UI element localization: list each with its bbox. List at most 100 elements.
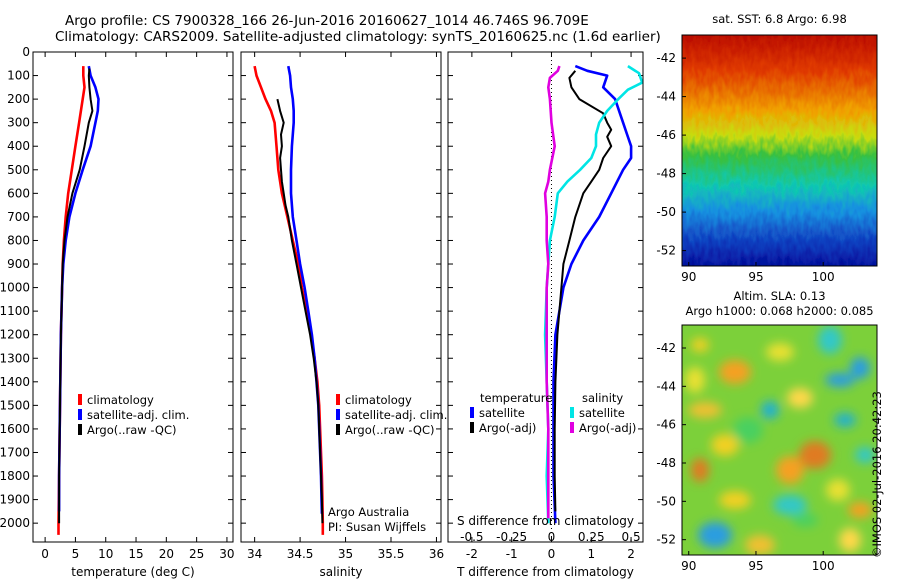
series-line-blue <box>552 64 633 524</box>
map-x-tick-label: 100 <box>812 270 835 284</box>
map-x-tick-label: 95 <box>748 270 763 284</box>
x-axis-label: T difference from climatology <box>456 565 634 579</box>
y-tick-label: 800 <box>7 233 30 247</box>
map-x-tick-label: 90 <box>681 270 696 284</box>
x-tick-label: 25 <box>189 547 204 561</box>
sla-blob <box>787 388 813 408</box>
legend-label: climatology <box>345 393 412 407</box>
x-tick-label: 35.5 <box>378 547 405 561</box>
map-x-tick-label: 95 <box>748 559 763 573</box>
legend-label: satellite <box>479 406 525 420</box>
legend-label: Argo(..raw -QC) <box>345 423 435 437</box>
x-tick-label-secondary: 0.25 <box>578 530 605 544</box>
x-tick-label-secondary: -0.5 <box>460 530 483 544</box>
sla-blob <box>839 528 861 552</box>
y-tick-label: 300 <box>7 116 30 130</box>
legend-swatch <box>470 422 474 433</box>
legend-swatch <box>470 407 474 418</box>
sla-blob <box>711 434 739 456</box>
y-tick-label: 900 <box>7 257 30 271</box>
x-tick-label: 30 <box>219 547 234 561</box>
sla-blob <box>773 495 807 515</box>
imos-stamp: ©IMOS 02-Jul-2016 20:42:23 <box>870 391 884 558</box>
legend-swatch <box>570 422 574 433</box>
legend-swatch <box>336 424 340 435</box>
plot-frame <box>32 51 234 543</box>
y-tick-label: 1700 <box>0 445 30 459</box>
sla-blob <box>826 479 850 501</box>
series-line-blue <box>287 65 324 514</box>
map-y-tick-label: -44 <box>656 379 676 393</box>
x-axis-label: temperature (deg C) <box>71 565 194 579</box>
sla-blob <box>776 456 804 484</box>
y-tick-label: 100 <box>7 69 30 83</box>
x-tick-label: 10 <box>98 547 113 561</box>
x-tick-label: -1 <box>506 547 518 561</box>
map-y-tick-label: -52 <box>656 244 676 258</box>
legend-label: satellite-adj. clim. <box>345 408 447 422</box>
y-tick-label: 1100 <box>0 304 30 318</box>
series-line-magenta <box>543 65 561 519</box>
x-tick-label-secondary: -0.25 <box>496 530 527 544</box>
legend-swatch <box>78 409 82 420</box>
series-line-black <box>553 70 613 512</box>
map-axes-1: -42 -44 -46 -48 -50 -52 90 95 100 sat. SST: 6.8 A… <box>656 12 846 284</box>
y-tick-label: 200 <box>7 92 30 106</box>
y-tick-label: 600 <box>7 186 30 200</box>
map-y-tick-label: -46 <box>656 418 676 432</box>
legend-label: Argo(-adj) <box>579 421 636 435</box>
sla-anomaly-blobs <box>685 326 875 555</box>
y-tick-label: 1800 <box>0 469 30 483</box>
sla-map-frame <box>681 324 878 556</box>
legend-label: satellite-adj. clim. <box>87 408 189 422</box>
map-x-tick-label: 90 <box>681 559 696 573</box>
legend-swatch <box>78 394 82 405</box>
y-tick-label: 700 <box>7 210 30 224</box>
x-axis-label-secondary: S difference from climatology <box>457 514 634 528</box>
map-y-tick-label: -50 <box>656 205 676 219</box>
legend-label: satellite <box>579 406 625 420</box>
series-line-black <box>276 98 324 524</box>
sla-blob <box>698 522 732 548</box>
legend-swatch <box>336 409 340 420</box>
x-tick-label-secondary: 0.5 <box>622 530 641 544</box>
x-axis-label: salinity <box>319 565 362 579</box>
sla-blob <box>685 367 705 393</box>
sla-blob <box>766 343 794 361</box>
x-tick-label-secondary: 0 <box>548 530 556 544</box>
credit-annotation: Argo Australia <box>328 505 409 519</box>
credit-annotation: PI: Susan Wijffels <box>328 520 426 534</box>
x-tick-label: 5 <box>72 547 80 561</box>
series-line-black <box>58 68 94 524</box>
legend-title-salinity: salinity <box>582 391 623 405</box>
map-y-tick-label: -44 <box>656 90 676 104</box>
sst-field <box>682 35 877 266</box>
sla-blob <box>825 373 855 387</box>
y-tick-label: 1500 <box>0 398 30 412</box>
legend-swatch <box>336 394 340 405</box>
sla-blob <box>818 326 842 354</box>
y-tick-label: 1600 <box>0 422 30 436</box>
map-title: sat. SST: 6.8 Argo: 6.98 <box>712 12 847 26</box>
sla-blob <box>855 447 875 463</box>
x-tick-label: 20 <box>159 547 174 561</box>
map-subtitle: Argo h1000: 0.068 h2000: 0.085 <box>685 304 873 318</box>
sla-blob <box>834 413 856 427</box>
plot-frame <box>447 51 644 543</box>
plot-frame <box>240 51 442 543</box>
sla-blob <box>691 458 709 482</box>
sst-map-frame <box>681 34 878 267</box>
sla-blob <box>719 360 751 384</box>
legend-label: climatology <box>87 393 154 407</box>
x-tick-label: 15 <box>128 547 143 561</box>
x-tick-label: 1 <box>587 547 595 561</box>
map-x-tick-label: 100 <box>812 559 835 573</box>
sla-map <box>681 324 878 556</box>
sla-blob <box>733 417 763 443</box>
sla-blob <box>799 441 831 469</box>
sst-map <box>681 34 878 267</box>
x-tick-label: 36 <box>429 547 444 561</box>
sla-blob <box>719 491 751 509</box>
sla-blob <box>688 402 722 418</box>
